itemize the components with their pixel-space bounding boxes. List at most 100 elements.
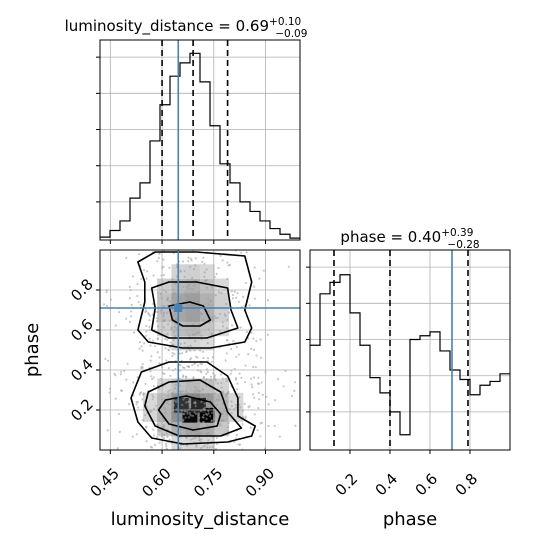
scatter-point [230, 411, 233, 415]
scatter-point [172, 339, 175, 342]
scatter-point [189, 349, 192, 352]
scatter-point [141, 398, 144, 401]
scatter-point [142, 268, 146, 272]
scatter-point [152, 407, 156, 411]
title-luminosity-distance-minus: −0.09 [275, 28, 307, 40]
scatter-point [181, 423, 184, 426]
scatter-point [231, 297, 235, 300]
scatter-point [187, 365, 190, 368]
scatter-point [255, 354, 258, 357]
scatter-point [158, 252, 161, 256]
scatter-point [250, 383, 253, 386]
scatter-point [174, 400, 178, 404]
scatter-point [192, 437, 195, 440]
scatter-point [195, 424, 198, 427]
scatter-point [217, 291, 221, 294]
scatter-point [167, 349, 171, 352]
scatter-point [150, 375, 153, 378]
scatter-point [220, 291, 223, 295]
scatter-point [184, 401, 188, 404]
scatter-point [219, 373, 223, 376]
scatter-point [203, 402, 206, 405]
scatter-point [205, 268, 208, 271]
scatter-point [162, 273, 165, 277]
scatter-point [206, 423, 209, 427]
scatter-point [213, 374, 217, 377]
scatter-point [253, 297, 256, 300]
scatter-point [200, 334, 203, 337]
scatter-point [252, 348, 255, 351]
scatter-point [225, 352, 228, 355]
scatter-point [213, 415, 217, 418]
scatter-point [126, 362, 129, 365]
scatter-point [183, 425, 186, 428]
scatter-point [130, 303, 133, 306]
scatter-point [167, 394, 170, 397]
scatter-point [149, 370, 152, 373]
scatter-point [173, 326, 176, 329]
scatter-point [104, 357, 107, 361]
scatter-point [192, 333, 195, 336]
scatter-point [210, 411, 214, 414]
scatter-point [276, 377, 280, 381]
scatter-point [209, 299, 213, 303]
scatter-point [225, 379, 229, 383]
scatter-point [179, 447, 182, 450]
scatter-point [187, 400, 190, 403]
scatter-point [208, 446, 211, 449]
scatter-point [206, 396, 209, 399]
scatter-point [152, 274, 155, 277]
scatter-point [244, 364, 247, 367]
y-tick-label-3: 0.8 [67, 275, 97, 305]
scatter-point [215, 436, 219, 440]
scatter-point [175, 429, 178, 432]
scatter-point [194, 422, 197, 425]
scatter-point [225, 413, 229, 416]
scatter-point [174, 383, 177, 387]
scatter-point [184, 389, 187, 393]
scatter-point [187, 348, 191, 351]
scatter-point [232, 340, 235, 343]
scatter-point [156, 310, 159, 313]
scatter-point [254, 366, 257, 369]
scatter-point [142, 342, 146, 345]
scatter-point [158, 356, 161, 359]
scatter-point [257, 376, 260, 379]
truth-marker [174, 304, 183, 312]
scatter-point [247, 353, 250, 356]
scatter-point [174, 282, 177, 285]
scatter-point [166, 333, 169, 336]
scatter-point [131, 435, 134, 438]
y-axis-label-phase: phase [22, 323, 43, 377]
scatter-point [224, 377, 228, 380]
scatter-point [178, 384, 182, 387]
scatter-point [237, 443, 240, 446]
scatter-point [206, 432, 210, 435]
scatter-point [242, 295, 245, 298]
scatter-point [211, 315, 214, 318]
scatter-point [250, 331, 253, 334]
scatter-point [152, 395, 155, 399]
scatter-point [249, 426, 252, 429]
contour-outer-0 [137, 251, 253, 349]
scatter-point [199, 446, 203, 450]
scatter-point [152, 384, 155, 388]
scatter-point [202, 318, 205, 321]
scatter-point [282, 385, 285, 388]
scatter-density-panel: 0.45 0.60 0.75 0.90 0.2 0.4 0.6 0.8 [67, 249, 301, 501]
scatter-point [162, 425, 165, 428]
scatter-point [135, 403, 138, 406]
scatter-point [198, 437, 201, 440]
density-cell [157, 292, 172, 308]
scatter-point [172, 292, 176, 295]
scatter-point [117, 412, 121, 416]
scatter-point [166, 296, 169, 299]
scatter-point [149, 359, 152, 362]
scatter-point [225, 318, 229, 322]
scatter-point [209, 395, 212, 399]
scatter-point [287, 265, 290, 268]
scatter-point [237, 300, 240, 303]
scatter-point [166, 299, 169, 302]
scatter-point [175, 392, 178, 395]
